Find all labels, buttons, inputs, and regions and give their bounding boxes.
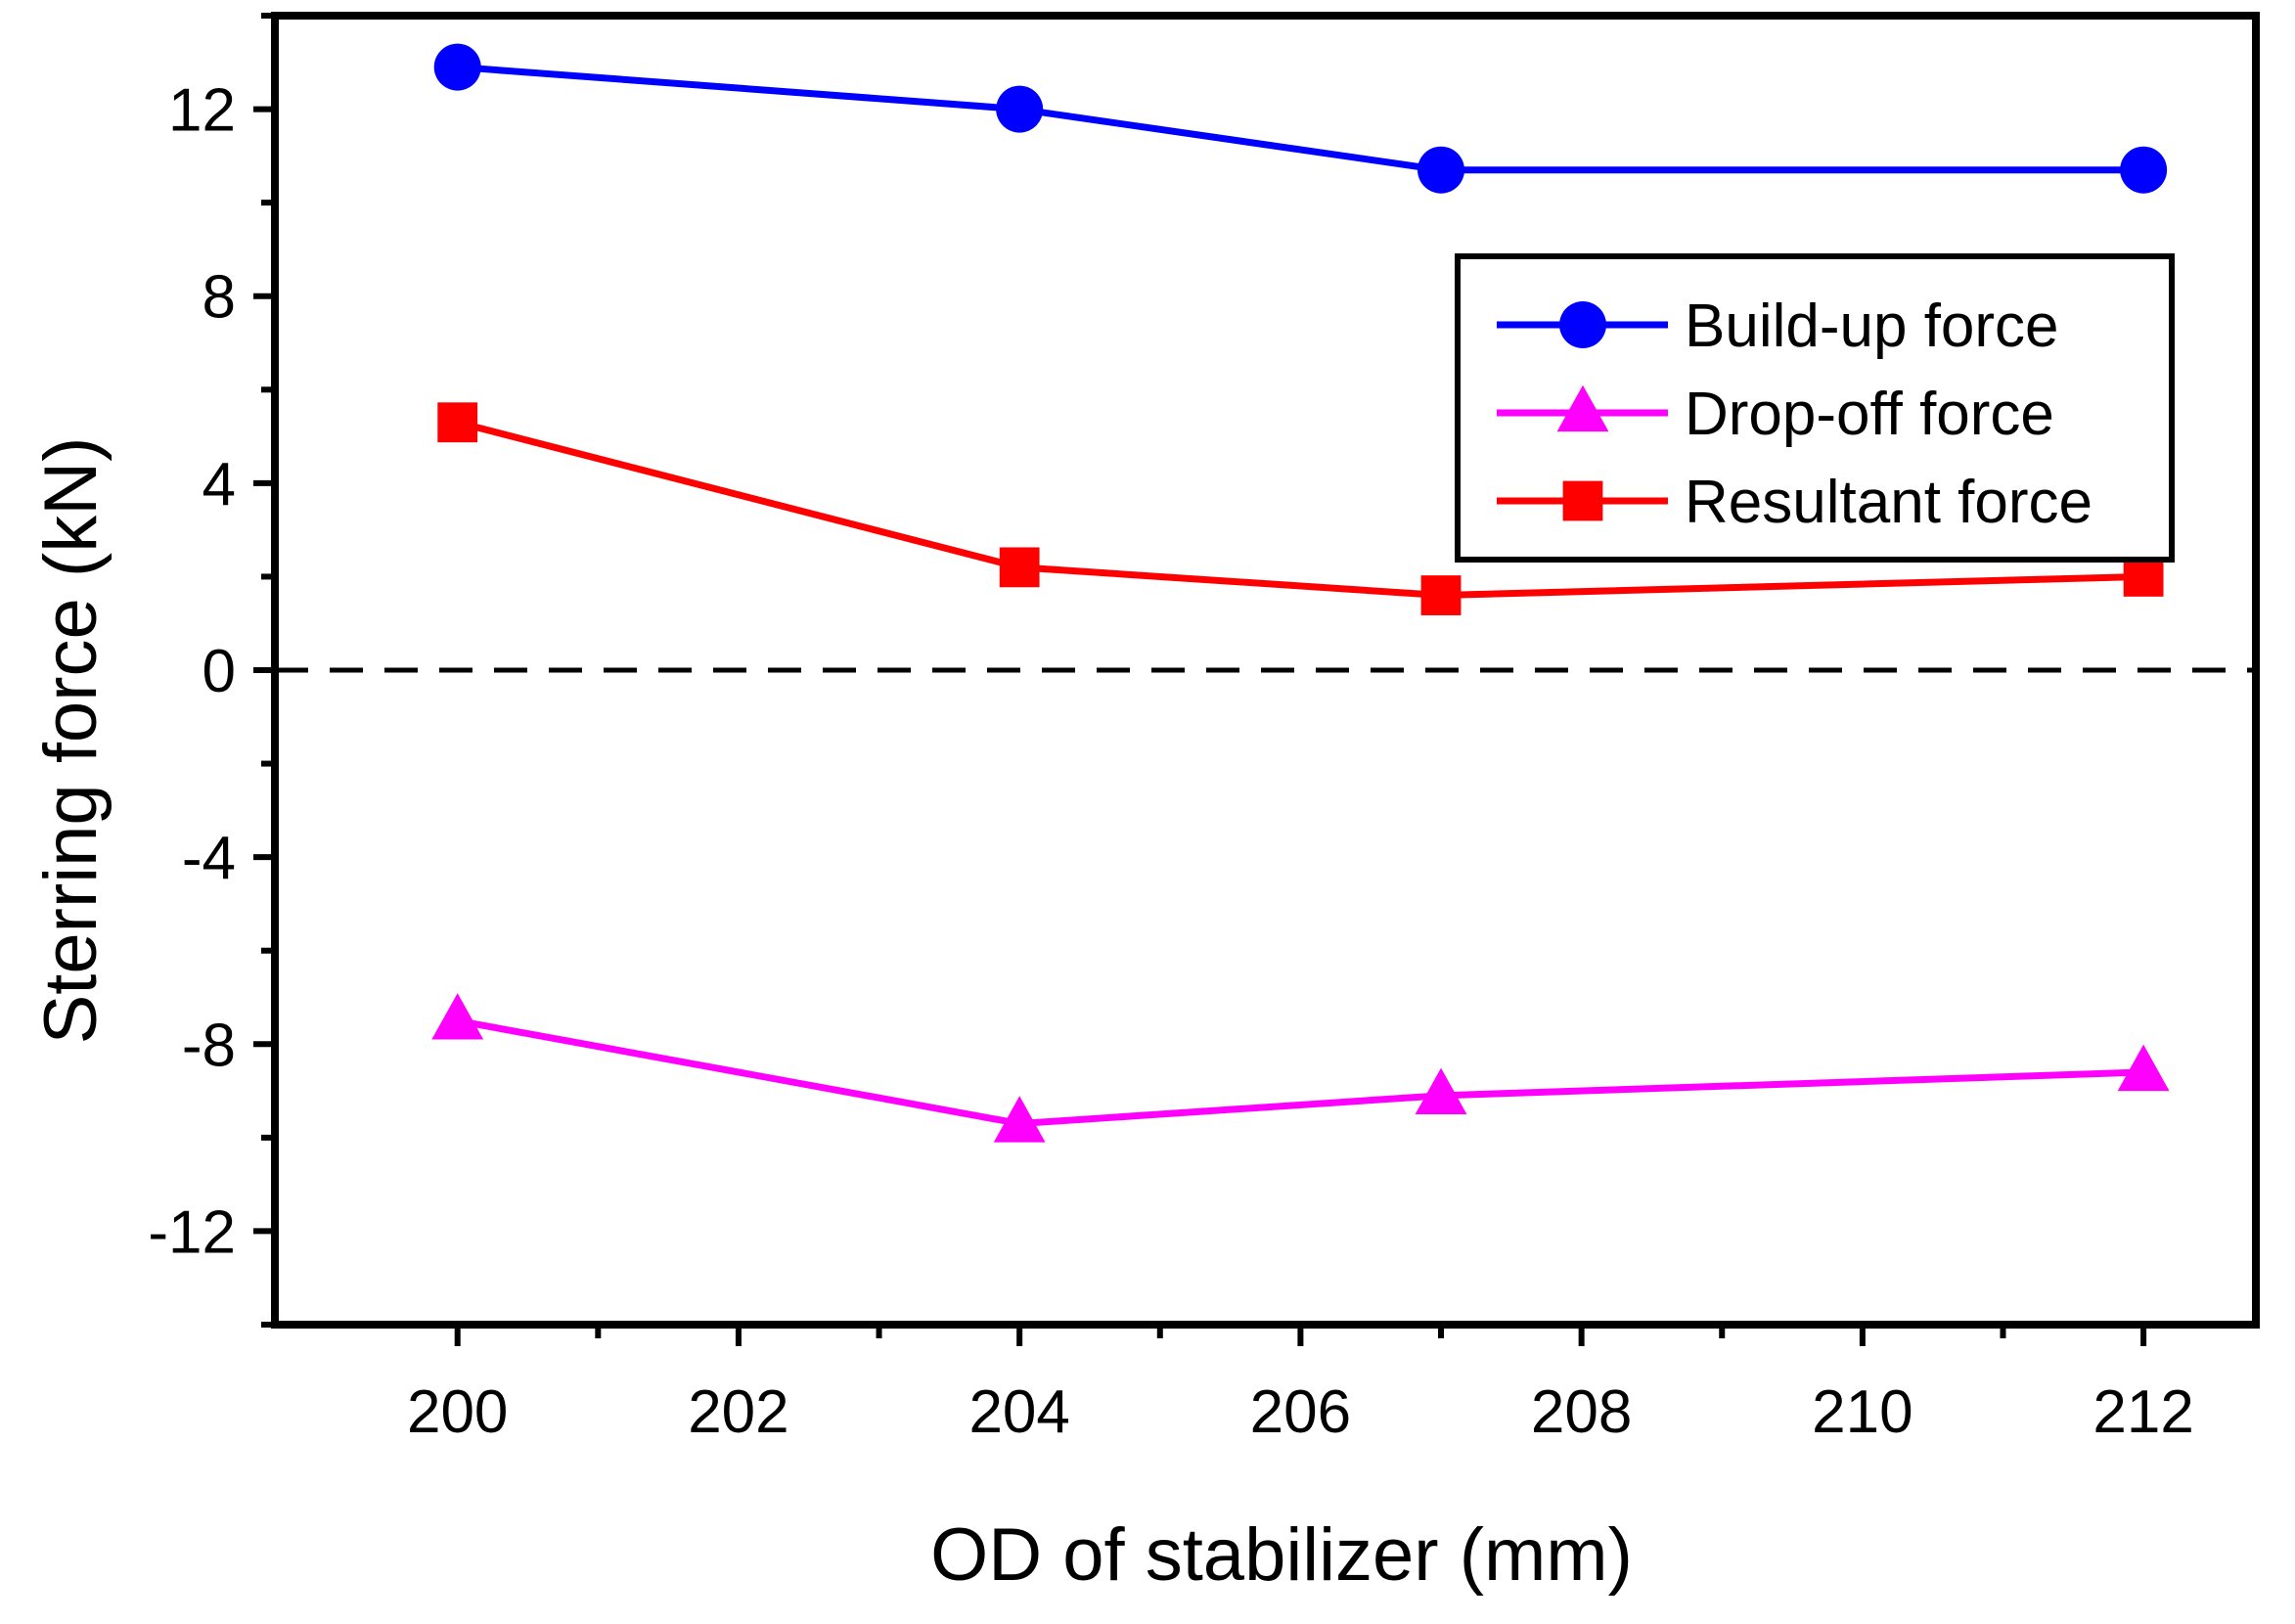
x-tick-label: 202 [688,1378,788,1446]
data-point-build-up-force [2120,146,2168,194]
x-tick-label: 200 [407,1378,508,1446]
x-tick-label: 206 [1250,1378,1351,1446]
data-point-build-up-force [1418,146,1465,194]
data-point-drop-off-force [2117,1044,2170,1092]
x-tick-label: 204 [968,1378,1069,1446]
data-point-drop-off-force [993,1096,1046,1143]
legend-marker-build-up-force [1559,301,1606,348]
legend-label-resultant-force: Resultant force [1685,469,2092,536]
series-resultant-force [437,402,2164,615]
legend-label-drop-off-force: Drop-off force [1685,381,2054,448]
data-point-resultant-force [999,547,1040,588]
y-tick-label: -8 [182,1012,236,1079]
legend-marker-drop-off-force [1556,384,1609,432]
y-tick-label: 4 [202,451,236,519]
y-tick-label: 0 [202,638,236,705]
y-axis-title: Sterring force (kN) [29,437,112,1045]
y-tick-label: 8 [202,264,236,332]
series-line-build-up-force [457,64,2144,174]
y-tick-label: -12 [148,1198,236,1266]
legend-label-build-up-force: Build-up force [1685,293,2059,360]
series-drop-off-force [431,993,2170,1143]
series-line-drop-off-force [457,1016,2144,1128]
x-axis-title: OD of stabilizer (mm) [930,1513,1633,1597]
x-tick-label: 212 [2092,1378,2193,1446]
y-tick-label: -4 [182,825,236,892]
data-point-resultant-force [1420,575,1462,615]
y-tick-label: 12 [168,77,236,145]
data-point-build-up-force [433,43,481,91]
data-point-build-up-force [996,85,1044,133]
x-tick-label: 208 [1531,1378,1632,1446]
legend-marker-resultant-force [1562,480,1603,521]
data-point-drop-off-force [431,993,484,1040]
x-tick-label: 210 [1812,1378,1912,1446]
data-point-resultant-force [2123,557,2164,597]
data-point-drop-off-force [1415,1067,1467,1115]
data-point-resultant-force [437,402,478,443]
series-build-up-force [433,43,2168,194]
series-line-resultant-force [456,419,2144,600]
